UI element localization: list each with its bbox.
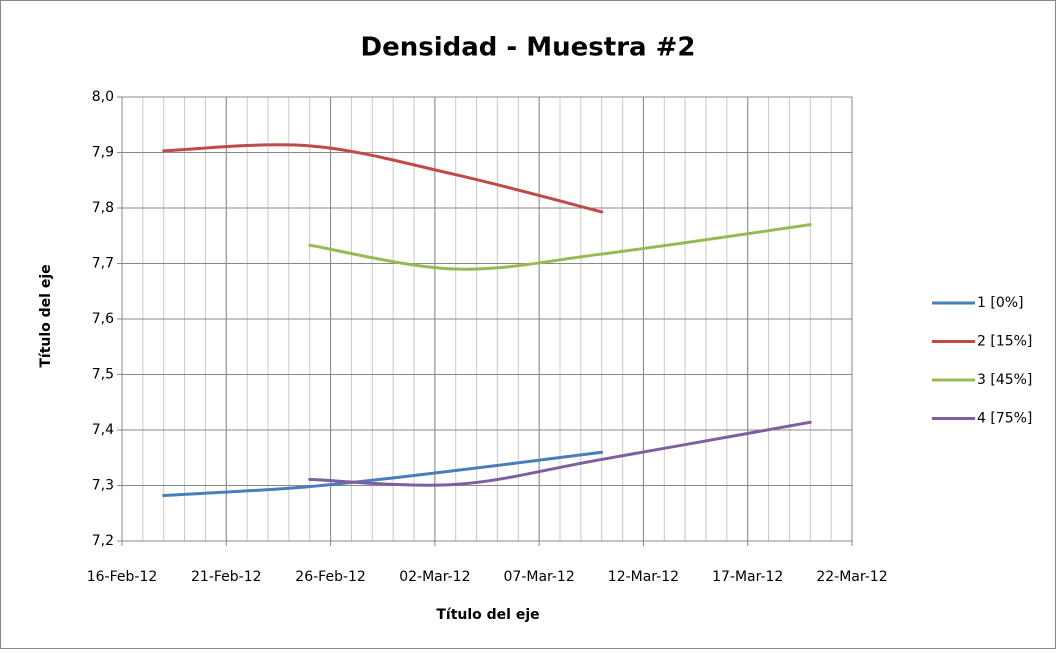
y-tick-label: 7,2 bbox=[92, 533, 114, 549]
legend-label: 4 [75%] bbox=[977, 411, 1032, 427]
x-tick-label: 17-Mar-12 bbox=[712, 569, 783, 585]
series-line bbox=[308, 420, 812, 487]
y-tick-label: 7,4 bbox=[92, 422, 114, 438]
series-line bbox=[162, 143, 604, 214]
y-axis-label: Título del eje bbox=[38, 264, 54, 367]
y-tick-label: 7,6 bbox=[92, 311, 114, 327]
legend-label: 2 [15%] bbox=[977, 334, 1032, 350]
legend-label: 1 [0%] bbox=[977, 295, 1024, 311]
x-tick-label: 07-Mar-12 bbox=[504, 569, 575, 585]
x-axis-label: Título del eje bbox=[436, 607, 539, 623]
y-tick-label: 7,8 bbox=[92, 200, 114, 216]
legend-label: 3 [45%] bbox=[977, 372, 1032, 388]
x-tick-label: 26-Feb-12 bbox=[295, 569, 366, 585]
x-tick-label: 16-Feb-12 bbox=[87, 569, 158, 585]
y-tick-label: 7,3 bbox=[92, 478, 114, 494]
y-tick-label: 8,0 bbox=[92, 89, 114, 105]
series-line bbox=[162, 450, 604, 497]
series-line bbox=[308, 223, 812, 271]
x-tick-label: 12-Mar-12 bbox=[608, 569, 679, 585]
y-tick-label: 7,5 bbox=[92, 367, 114, 383]
x-tick-label: 02-Mar-12 bbox=[399, 569, 470, 585]
y-tick-label: 7,7 bbox=[92, 256, 114, 272]
x-tick-label: 22-Mar-12 bbox=[816, 569, 887, 585]
x-tick-label: 21-Feb-12 bbox=[191, 569, 262, 585]
chart-title: Densidad - Muestra #2 bbox=[361, 33, 696, 63]
y-tick-label: 7,9 bbox=[92, 145, 114, 161]
